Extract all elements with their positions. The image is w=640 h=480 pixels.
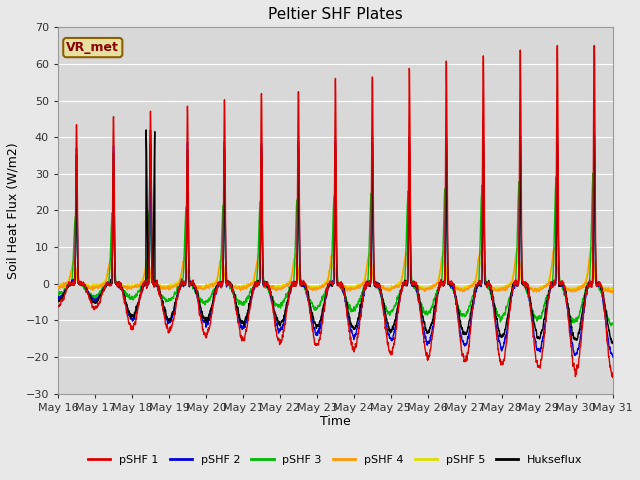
pSHF 4	[150, 281, 158, 287]
Hukseflux	[118, 283, 125, 289]
pSHF 3	[267, 292, 275, 298]
pSHF 3	[54, 293, 62, 299]
Line: pSHF 1: pSHF 1	[58, 46, 612, 377]
pSHF 3	[589, 170, 597, 176]
Hukseflux	[54, 297, 62, 302]
pSHF 1	[54, 303, 62, 309]
pSHF 1	[609, 374, 616, 380]
Hukseflux	[598, 286, 606, 292]
pSHF 5	[118, 283, 125, 289]
pSHF 4	[598, 286, 606, 291]
Line: Hukseflux: Hukseflux	[58, 130, 612, 343]
Hukseflux	[609, 340, 616, 346]
pSHF 4	[538, 287, 546, 292]
pSHF 3	[150, 281, 158, 287]
Hukseflux	[538, 327, 546, 333]
X-axis label: Time: Time	[320, 415, 351, 429]
pSHF 4	[588, 244, 595, 250]
pSHF 2	[609, 354, 616, 360]
Hukseflux	[142, 127, 150, 133]
pSHF 4	[118, 282, 125, 288]
pSHF 5	[150, 281, 158, 287]
pSHF 2	[118, 286, 125, 291]
pSHF 4	[267, 284, 275, 289]
pSHF 4	[609, 290, 616, 296]
Line: pSHF 4: pSHF 4	[58, 247, 612, 293]
pSHF 1	[118, 284, 125, 289]
Line: pSHF 5: pSHF 5	[58, 257, 612, 291]
Hukseflux	[267, 291, 275, 297]
pSHF 1	[291, 283, 299, 288]
Y-axis label: Soil Heat Flux (W/m2): Soil Heat Flux (W/m2)	[7, 142, 20, 279]
pSHF 2	[291, 281, 299, 287]
pSHF 3	[609, 321, 616, 326]
Legend: pSHF 1, pSHF 2, pSHF 3, pSHF 4, pSHF 5, Hukseflux: pSHF 1, pSHF 2, pSHF 3, pSHF 4, pSHF 5, …	[83, 450, 588, 469]
pSHF 5	[291, 261, 299, 267]
pSHF 2	[54, 296, 62, 301]
pSHF 2	[538, 338, 546, 344]
pSHF 1	[554, 43, 561, 48]
pSHF 2	[591, 128, 598, 134]
pSHF 5	[604, 288, 612, 294]
pSHF 4	[291, 254, 299, 260]
pSHF 4	[54, 283, 62, 289]
pSHF 3	[607, 323, 615, 329]
pSHF 3	[118, 287, 125, 292]
pSHF 2	[267, 295, 275, 300]
pSHF 5	[538, 286, 546, 291]
pSHF 5	[598, 284, 606, 289]
Hukseflux	[291, 283, 299, 288]
Text: VR_met: VR_met	[67, 41, 119, 54]
pSHF 4	[609, 289, 616, 295]
pSHF 5	[54, 284, 62, 289]
pSHF 1	[150, 283, 158, 289]
pSHF 1	[598, 288, 606, 294]
pSHF 1	[538, 351, 546, 357]
pSHF 3	[538, 310, 546, 315]
pSHF 2	[150, 283, 158, 289]
pSHF 2	[598, 288, 606, 294]
pSHF 3	[598, 294, 606, 300]
Line: pSHF 2: pSHF 2	[58, 131, 612, 357]
pSHF 3	[291, 260, 299, 266]
pSHF 1	[267, 289, 275, 295]
pSHF 5	[587, 254, 595, 260]
pSHF 5	[609, 286, 616, 292]
Title: Peltier SHF Plates: Peltier SHF Plates	[268, 7, 403, 22]
pSHF 5	[267, 285, 275, 290]
Line: pSHF 3: pSHF 3	[58, 173, 612, 326]
Hukseflux	[150, 147, 158, 153]
